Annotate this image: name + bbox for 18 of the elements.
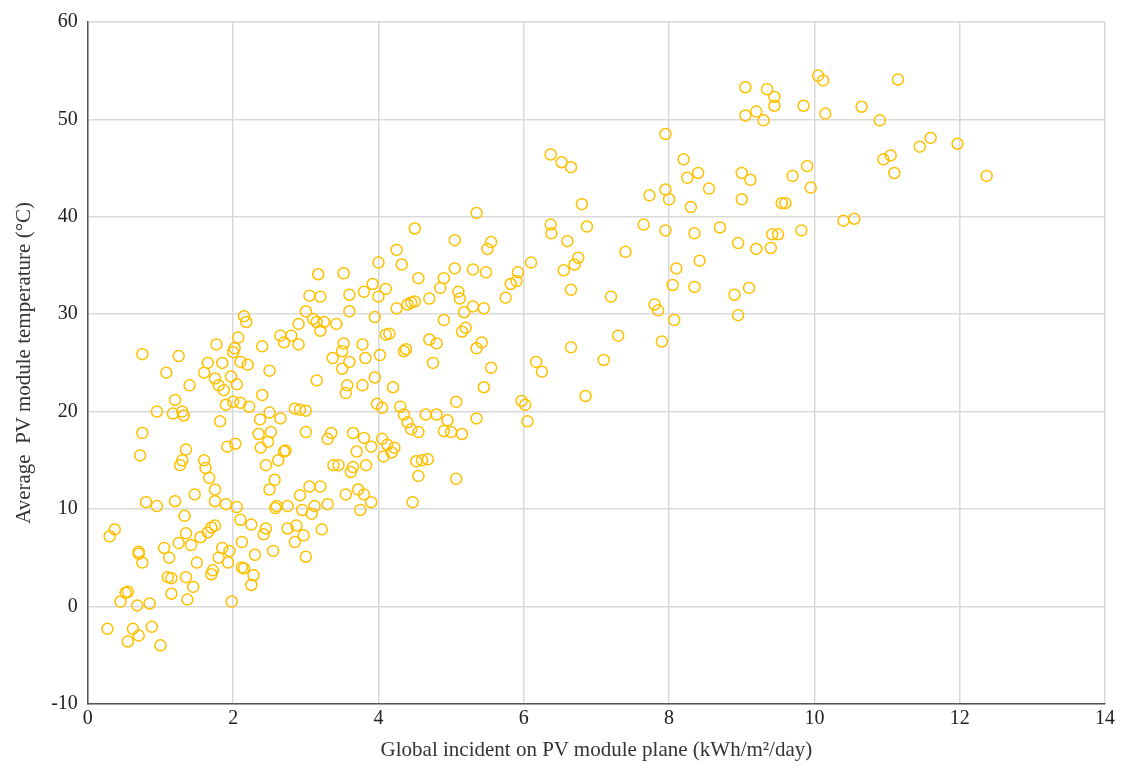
y-tick-label: 0	[67, 593, 78, 616]
x-tick-label: 14	[1095, 706, 1115, 729]
x-tick-label: 0	[82, 706, 93, 729]
y-tick-label: 40	[57, 204, 78, 227]
y-tick-label: 10	[57, 496, 78, 519]
y-tick-label: 60	[57, 9, 78, 32]
x-axis-title: Global incident on PV module plane (kWh/m²/day)	[380, 736, 813, 761]
y-tick-label: 20	[57, 398, 78, 421]
y-tick-label: -10	[51, 691, 78, 714]
x-tick-label: 6	[518, 706, 529, 729]
x-tick-label: 4	[373, 706, 384, 729]
y-tick-label: 50	[57, 106, 78, 129]
x-tick-label: 2	[228, 706, 239, 729]
x-tick-label: 12	[949, 706, 970, 729]
y-axis-title: Average PV module temperature (°C)	[11, 201, 36, 524]
y-tick-label: 30	[57, 301, 78, 324]
x-tick-label: 10	[804, 706, 825, 729]
x-tick-label: 8	[664, 706, 675, 729]
